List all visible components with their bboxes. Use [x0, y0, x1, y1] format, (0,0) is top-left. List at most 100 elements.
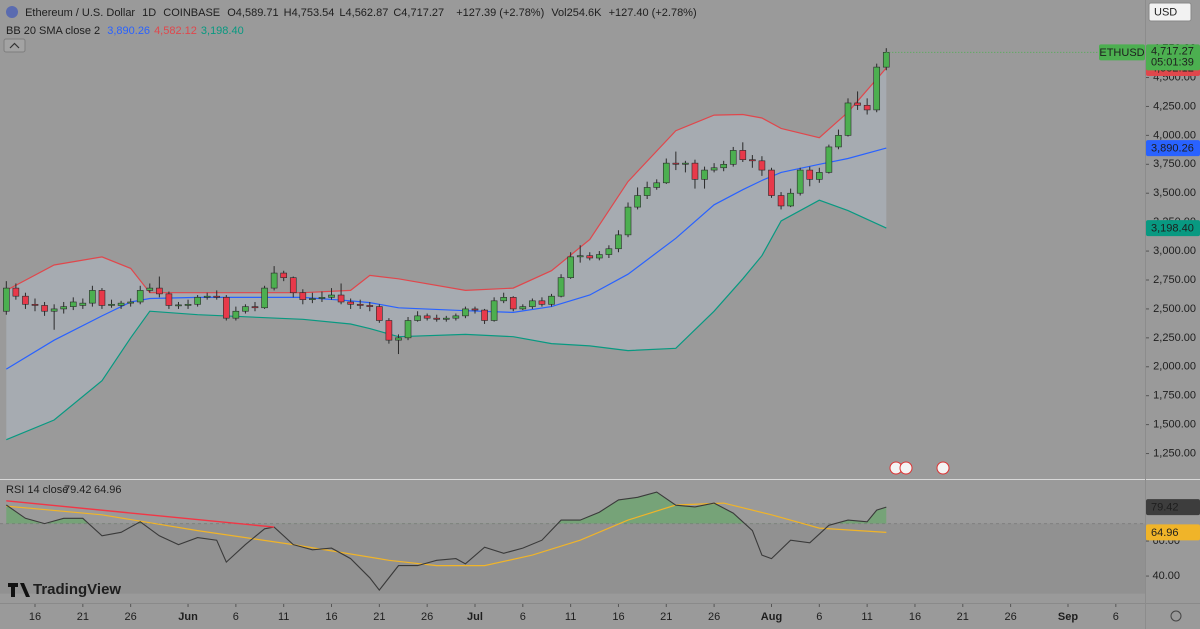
legend-header: Ethereum / U.S. Dollar 1D COINBASE O4,58… — [6, 4, 701, 40]
y-tick-label: 2,250.00 — [1153, 332, 1196, 344]
y-tick-label: 1,250.00 — [1153, 447, 1196, 459]
collapse-button[interactable] — [3, 38, 26, 53]
brand-logo — [8, 583, 30, 597]
candle-body — [423, 315, 431, 319]
candle-body — [165, 293, 173, 306]
field-value: 4,717.27 — [401, 7, 445, 19]
x-tick-label: 11 — [565, 611, 576, 623]
candle-body — [156, 287, 163, 295]
candle-body — [471, 308, 479, 311]
candle-body — [108, 303, 115, 306]
x-tick-label: 16 — [909, 611, 921, 623]
candle-body — [615, 234, 622, 250]
candle-body — [309, 298, 316, 300]
candle-body — [289, 277, 297, 294]
candle-body — [749, 159, 756, 162]
event-flags[interactable] — [889, 461, 950, 475]
y-tick-label: 4,250.00 — [1153, 100, 1196, 112]
candle-body — [720, 163, 727, 169]
candle-body — [395, 337, 402, 341]
candle-body — [662, 162, 670, 184]
indicator-name: BB 20 SMA close 2 — [6, 25, 101, 37]
x-tick-label: 26 — [708, 611, 720, 623]
candle-body — [653, 182, 661, 188]
indicator-values: 3,890.26 4,582.12 3,198.40 — [107, 25, 247, 37]
exchange: COINBASE — [163, 7, 221, 19]
candle-body — [251, 306, 259, 309]
candle-body — [69, 301, 77, 307]
event-flag[interactable] — [899, 461, 913, 475]
rsi-value: 79.42 — [64, 484, 92, 496]
band-tag: 3,890.26 — [1151, 142, 1194, 154]
rsi-title: RSI 14 close — [6, 484, 68, 496]
y-tick-label: 3,750.00 — [1153, 158, 1196, 170]
candle-body — [366, 305, 374, 307]
candle-body — [816, 172, 823, 180]
candle-body — [567, 256, 574, 278]
candle-body — [777, 195, 785, 207]
candle-body — [576, 255, 584, 258]
rsi-ma-value: 64.96 — [94, 484, 122, 496]
x-tick-label: 26 — [421, 611, 433, 623]
x-tick-label: 26 — [1004, 611, 1016, 623]
symbol-tag-box — [1099, 44, 1145, 61]
candle-body — [433, 317, 441, 320]
candle-body — [414, 315, 421, 321]
candle-body — [701, 169, 708, 180]
axes: 1,250.00 1,500.00 1,750.00 2,000.00 2,250.00… — [29, 43, 1196, 623]
last-price-box — [1146, 44, 1200, 71]
candle-body — [194, 297, 201, 305]
candle-body — [89, 290, 96, 304]
x-tick-label: Sep — [1058, 611, 1078, 623]
candle-body — [223, 297, 230, 319]
candle-body — [796, 169, 804, 194]
candle-body — [376, 306, 383, 321]
candle-body — [825, 146, 833, 173]
rsi-y-tick-label: 40.00 — [1152, 570, 1180, 582]
symbol-tag: ETHUSD — [1099, 47, 1144, 59]
y-tick-label: 2,500.00 — [1153, 303, 1196, 315]
field-key: L — [339, 7, 346, 19]
x-tick-label: 6 — [520, 611, 526, 623]
event-flag[interactable] — [936, 461, 950, 475]
candle-body — [462, 308, 469, 317]
settings-icon[interactable] — [1170, 610, 1182, 622]
candle-body — [758, 160, 766, 171]
field-value: 4,562.87 — [345, 7, 389, 19]
candle-body — [481, 309, 488, 321]
rsi-tag-box — [1146, 499, 1200, 516]
band-tag-box — [1146, 220, 1200, 237]
candle-body — [538, 300, 546, 305]
change: +127.39 (+2.78%) — [456, 7, 545, 19]
x-tick-label: 6 — [233, 611, 239, 623]
currency-button[interactable] — [1148, 2, 1192, 22]
candle-body — [739, 150, 747, 160]
candle-body — [117, 302, 125, 306]
candle-body — [844, 102, 852, 136]
candle-body — [12, 287, 20, 297]
y-tick-label: 1,750.00 — [1153, 390, 1196, 402]
indicator-line: BB 20 SMA close 2 3,890.26 4,582.12 3,198.… — [6, 22, 701, 40]
candle-body — [347, 301, 354, 305]
candle-body — [452, 315, 460, 319]
candle-body — [3, 287, 10, 312]
ohlc-fields: O4,589.71 H4,753.54 L4,562.87 C4,717.27 — [227, 7, 449, 19]
x-tick-label: 21 — [660, 611, 672, 623]
y-tick-label: 2,750.00 — [1153, 274, 1196, 286]
candle-body — [882, 52, 890, 68]
candle-body — [203, 295, 211, 298]
symbol-icon — [6, 6, 18, 18]
rsi-ma-tag: 64.96 — [1151, 527, 1179, 539]
candle-body — [136, 290, 144, 303]
collapse-box[interactable] — [3, 38, 26, 53]
x-tick-label: 16 — [325, 611, 337, 623]
candle-body — [356, 303, 364, 306]
x-tick-label: 11 — [278, 611, 289, 623]
overbought-fill — [6, 492, 887, 524]
candle-body — [404, 320, 412, 339]
rsi-line — [5, 491, 887, 591]
candle-body — [605, 248, 613, 255]
volume-key: Vol — [551, 7, 567, 19]
field-key: C — [393, 7, 402, 19]
